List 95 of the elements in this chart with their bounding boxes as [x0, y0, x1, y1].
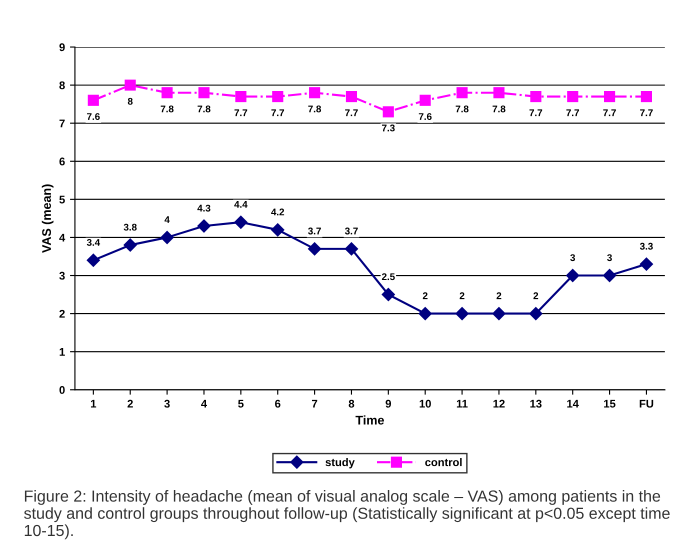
point	[493, 87, 505, 98]
x-tick-label: 13	[530, 400, 542, 408]
data-label: 4.2	[271, 208, 284, 216]
point	[640, 258, 654, 271]
data-label: 3.3	[640, 242, 653, 250]
y-tick-label: 9	[59, 43, 65, 52]
y-tick-label: 6	[59, 158, 65, 166]
point	[456, 87, 468, 98]
data-label: 7.3	[382, 124, 395, 132]
data-label: 2	[422, 292, 428, 300]
data-label: 7.7	[603, 109, 616, 116]
data-label: 7.6	[418, 113, 432, 120]
point	[124, 238, 137, 252]
data-label: 3.7	[308, 228, 321, 234]
data-label: 8	[128, 98, 133, 105]
data-label: 4.4	[234, 201, 248, 208]
data-label: 7.8	[492, 105, 506, 112]
y-axis-title: VAS (mean)	[42, 184, 54, 253]
data-label: 7.7	[345, 109, 358, 116]
point	[455, 307, 469, 320]
data-label: 3.4	[86, 238, 100, 246]
point	[198, 87, 210, 98]
point	[492, 307, 506, 320]
data-label: 7.8	[308, 105, 322, 112]
point	[272, 90, 284, 102]
point	[604, 90, 616, 102]
data-label: 7.8	[456, 105, 469, 112]
y-tick-label: 5	[59, 196, 65, 204]
point	[418, 307, 432, 320]
point	[160, 230, 174, 244]
point	[308, 242, 322, 256]
point	[567, 90, 578, 102]
y-tick-label: 1	[60, 348, 65, 356]
data-label: 3.8	[124, 224, 137, 231]
point	[344, 242, 358, 256]
data-label: 7.6	[87, 113, 100, 120]
x-tick-label: 15	[604, 400, 616, 408]
point	[346, 90, 358, 102]
x-tick-label: 11	[456, 400, 468, 408]
point	[197, 219, 211, 233]
x-tick-label: 2	[128, 400, 133, 408]
data-label: 7.8	[198, 105, 210, 112]
x-tick-label: 10	[420, 400, 431, 408]
point	[162, 87, 173, 98]
point	[566, 268, 580, 282]
x-tick-label: 14	[567, 400, 579, 408]
point	[88, 94, 99, 106]
data-label: 7.8	[160, 105, 174, 112]
y-tick-label: 0	[59, 386, 65, 394]
point	[86, 254, 100, 267]
data-label: 7.7	[271, 109, 284, 116]
data-label: 7.7	[566, 109, 580, 116]
x-tick-label: FU	[640, 400, 654, 408]
point	[234, 216, 248, 229]
x-axis-title: Time	[356, 415, 384, 425]
point	[382, 106, 394, 118]
caption: Figure 2: Intensity of headache (mean of visual analog scale – VAS) among patients in the study and control groups throughout follow-up (Statistically significant at p<0.05 except time 10-15).	[24, 490, 670, 540]
y-tick-label: 3	[59, 272, 65, 280]
data-label: 4.3	[197, 204, 210, 212]
point	[309, 87, 320, 98]
x-tick-label: 12	[493, 400, 505, 408]
point	[124, 80, 136, 91]
data-label: 2.5	[382, 273, 395, 280]
data-label: 3	[607, 254, 612, 262]
point	[235, 90, 246, 102]
x-tick-label: 9	[386, 400, 392, 408]
x-tick-label: 4	[201, 400, 208, 408]
data-label: 2	[496, 292, 502, 300]
data-label: 2	[533, 292, 538, 300]
y-tick-label: 8	[59, 81, 65, 90]
x-tick-label: 1	[90, 400, 96, 408]
y-tick-label: 4	[59, 234, 66, 242]
data-label: 3	[570, 254, 576, 262]
point	[382, 288, 395, 302]
point	[420, 94, 431, 106]
y-tick-label: 7	[60, 120, 65, 128]
x-tick-label: 7	[312, 400, 318, 408]
point	[530, 90, 542, 102]
data-label: 7.7	[529, 109, 542, 116]
legend-label: study	[326, 458, 355, 468]
data-label: 7.7	[640, 109, 653, 116]
point	[640, 90, 652, 102]
data-label: 7.7	[234, 109, 248, 116]
data-label: 4	[164, 216, 170, 223]
legend-label: control	[425, 458, 462, 466]
data-label: 2	[460, 292, 464, 300]
point	[529, 307, 542, 320]
x-tick-label: 6	[275, 400, 280, 408]
data-label: 3.7	[344, 228, 358, 234]
point	[271, 223, 284, 236]
x-tick-label: 5	[238, 400, 244, 408]
x-tick-label: 8	[348, 400, 354, 408]
point	[602, 268, 616, 282]
x-tick-label: 3	[164, 400, 170, 408]
y-tick-label: 2	[59, 310, 65, 318]
